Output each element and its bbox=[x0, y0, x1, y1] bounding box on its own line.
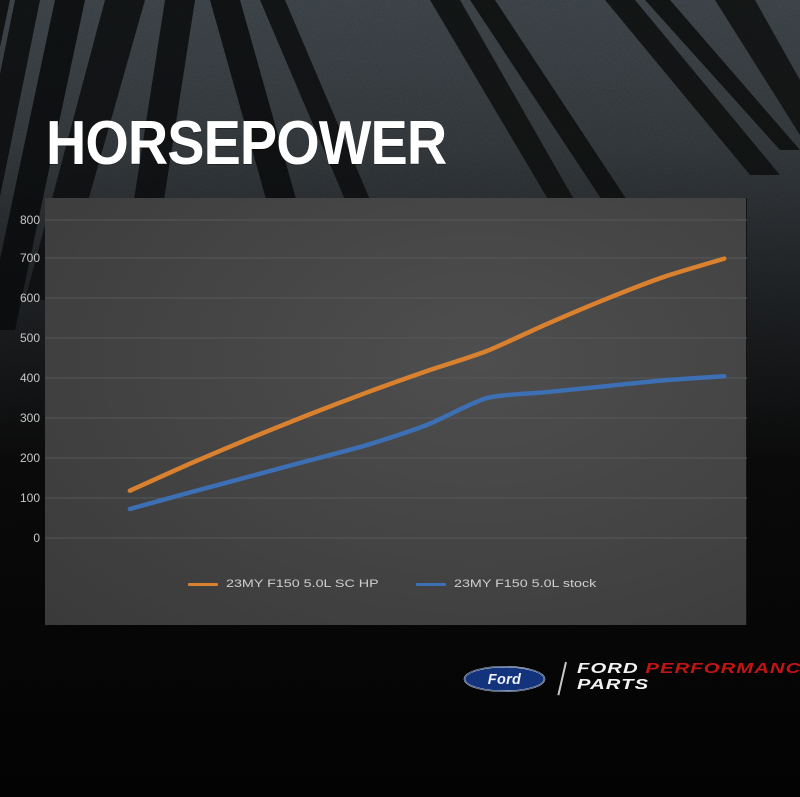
svg-text:Ford: Ford bbox=[488, 672, 522, 688]
